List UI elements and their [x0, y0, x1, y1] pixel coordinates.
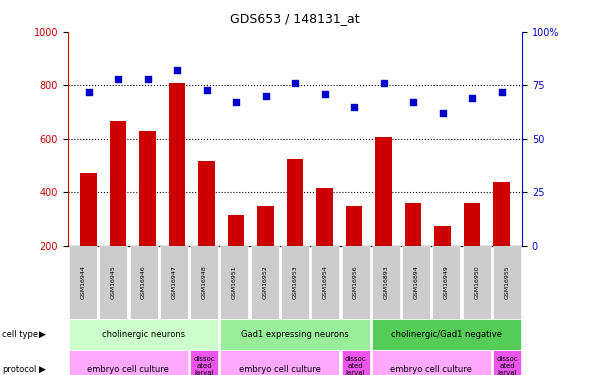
Text: dissoc
ated
larval
brain: dissoc ated larval brain [194, 356, 215, 375]
Text: ▶: ▶ [39, 330, 46, 339]
Bar [375, 137, 392, 299]
Text: GSM16955: GSM16955 [504, 266, 510, 299]
Text: GSM16893: GSM16893 [384, 266, 388, 299]
Text: GSM16945: GSM16945 [111, 266, 116, 299]
Text: dissoc
ated
larval
brain: dissoc ated larval brain [496, 356, 518, 375]
Point [84, 89, 93, 95]
Text: cell type: cell type [2, 330, 38, 339]
Text: GSM16949: GSM16949 [444, 265, 449, 299]
Bar [169, 82, 185, 299]
Point [320, 91, 329, 97]
Bar [139, 131, 156, 299]
Text: GSM16951: GSM16951 [232, 266, 237, 299]
Point [231, 99, 241, 105]
Text: cholinergic/Gad1 negative: cholinergic/Gad1 negative [391, 330, 502, 339]
Bar [346, 206, 362, 299]
Text: GSM16952: GSM16952 [262, 266, 267, 299]
Bar [257, 206, 274, 299]
Point [113, 76, 123, 82]
Point [202, 87, 211, 93]
Text: embryo cell culture: embryo cell culture [87, 365, 169, 374]
Bar [228, 215, 244, 299]
Text: ▶: ▶ [39, 365, 46, 374]
Text: dissoc
ated
larval
brain: dissoc ated larval brain [345, 356, 366, 375]
Bar [110, 122, 126, 299]
Text: GSM16948: GSM16948 [202, 266, 206, 299]
Text: cholinergic neurons: cholinergic neurons [102, 330, 185, 339]
Text: GSM16953: GSM16953 [293, 266, 297, 299]
Point [261, 93, 270, 99]
Point [467, 95, 477, 101]
Text: GSM16947: GSM16947 [171, 265, 176, 299]
Text: GSM16946: GSM16946 [141, 266, 146, 299]
Text: Gad1 expressing neurons: Gad1 expressing neurons [241, 330, 349, 339]
Point [349, 104, 359, 110]
Text: embryo cell culture: embryo cell culture [391, 365, 472, 374]
Point [379, 80, 388, 86]
Point [438, 110, 447, 116]
Bar [316, 188, 333, 299]
Point [172, 68, 182, 74]
Point [408, 99, 418, 105]
Bar [198, 162, 215, 299]
Bar [464, 203, 480, 299]
Text: GSM16944: GSM16944 [80, 265, 86, 299]
Text: GSM16894: GSM16894 [414, 266, 419, 299]
Bar [405, 203, 421, 299]
Text: GSM16950: GSM16950 [474, 266, 479, 299]
Text: GDS653 / 148131_at: GDS653 / 148131_at [230, 12, 360, 25]
Bar [80, 174, 97, 299]
Text: GSM16956: GSM16956 [353, 266, 358, 299]
Point [497, 89, 506, 95]
Bar [434, 226, 451, 299]
Point [143, 76, 152, 82]
Bar [287, 159, 303, 299]
Point [290, 80, 300, 86]
Text: embryo cell culture: embryo cell culture [239, 365, 321, 374]
Text: protocol: protocol [2, 365, 36, 374]
Text: GSM16954: GSM16954 [323, 266, 328, 299]
Bar [493, 182, 510, 299]
